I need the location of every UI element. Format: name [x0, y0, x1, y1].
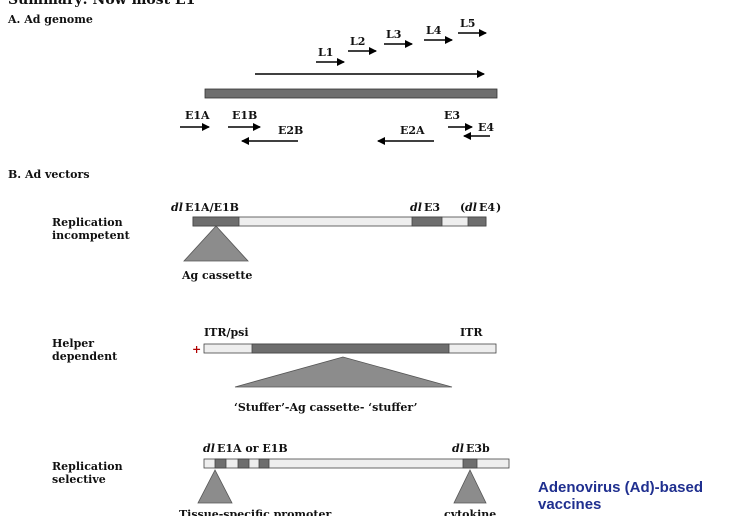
row3-cassette-right-label: cytokine	[444, 508, 496, 516]
row3-vector-bar	[203, 458, 510, 469]
row2-cassette-triangle	[234, 356, 453, 388]
row2-stuffer-block	[251, 343, 450, 354]
row3-deletion-prefix-right: dl	[452, 442, 464, 455]
transcript-label-l1: L1	[318, 46, 333, 59]
genome-bar	[204, 88, 498, 99]
row2-plus-mark: +	[192, 343, 201, 356]
row1-deletion-prefix-e4: dl	[465, 201, 477, 214]
transcript-label-e1a: E1A	[185, 109, 210, 122]
transcript-label-l4: L4	[426, 24, 442, 37]
section-b-title: B. Ad vectors	[8, 168, 90, 181]
transcript-label-e2a: E2A	[400, 124, 425, 137]
caption-line-1: Adenovirus (Ad)-based	[538, 479, 704, 496]
row3-label-line2: selective	[52, 473, 106, 486]
row1-deletion-e1: E1A/E1B	[185, 201, 239, 214]
row1-cassette-label: Ag cassette	[181, 269, 252, 282]
section-a-title: A. Ad genome	[7, 13, 93, 26]
row1-deletion-prefix-e1: dl	[171, 201, 183, 214]
row3-e3b-block	[462, 458, 478, 469]
row3-cassette-left-label: Tissue-specific promoter	[179, 508, 331, 516]
row2-left-marker: ITR/psi	[204, 326, 249, 339]
row2-cassette-label: ‘Stuffer’-Ag cassette- ‘stuffer’	[234, 401, 417, 414]
row1-cassette-triangle	[183, 225, 249, 262]
transcript-label-l3: L3	[386, 28, 401, 41]
row2-right-marker: ITR	[460, 326, 483, 339]
row1-deletion-e4-block	[467, 216, 487, 227]
row1-deletion-e4: E4	[479, 201, 495, 214]
transcript-label-e4: E4	[478, 121, 494, 134]
row3-deletion-right: E3b	[466, 442, 490, 455]
row1-deletion-e3: E3	[424, 201, 440, 214]
figure-caption: Adenovirus (Ad)-based vaccines	[538, 479, 703, 513]
transcript-label-l2: L2	[350, 35, 365, 48]
row2-label-line1: Helper	[52, 337, 94, 350]
row3-label-line1: Replication	[52, 460, 123, 473]
transcript-label-e3: E3	[444, 109, 460, 122]
row1-label-line2: incompetent	[52, 229, 131, 242]
row3-deletion-prefix-left: dl	[203, 442, 215, 455]
row3-deletion-left: E1A or E1B	[217, 442, 288, 455]
row1-deletion-prefix-e3: dl	[410, 201, 422, 214]
row1-deletion-e4-close: )	[496, 201, 501, 214]
row3-cytokine-triangle	[453, 469, 487, 504]
row1-deletion-e3-block	[411, 216, 443, 227]
row3-e1-block-3	[258, 458, 270, 469]
row3-promoter-triangle	[197, 469, 233, 504]
row3-e1-block-2	[237, 458, 250, 469]
cropped-top-text: Summary: Now most E1	[8, 0, 196, 8]
caption-line-2: vaccines	[538, 496, 602, 513]
transcript-label-e2b: E2B	[278, 124, 303, 137]
row1-deletion-e4-open: (	[460, 201, 465, 214]
transcript-label-l5: L5	[460, 17, 475, 30]
transcript-label-e1b: E1B	[232, 109, 257, 122]
row1-label-line1: Replication	[52, 216, 123, 229]
row2-label-line2: dependent	[52, 350, 118, 363]
row3-e1-block-1	[214, 458, 227, 469]
row1-deletion-e1-block	[192, 216, 240, 227]
